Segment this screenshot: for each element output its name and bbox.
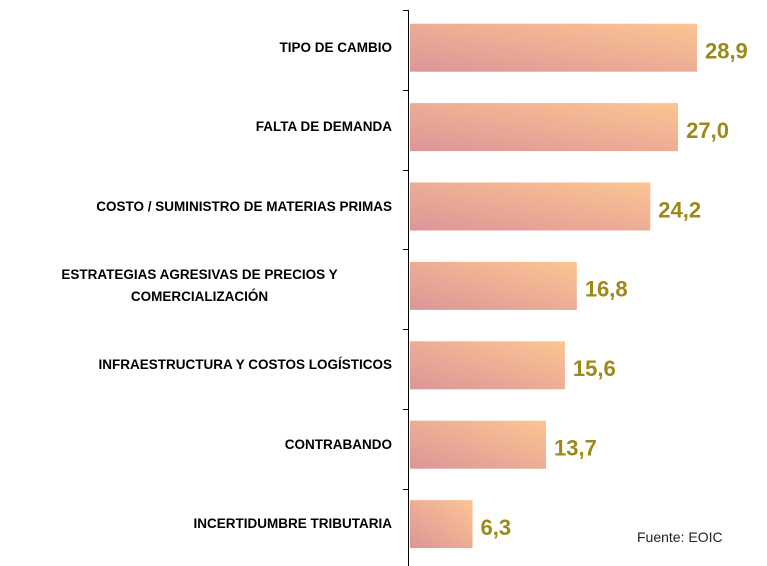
bar: [410, 261, 577, 310]
category-label: TIPO DE CAMBIO: [279, 39, 392, 55]
category-label: FALTA DE DEMANDA: [255, 119, 392, 135]
value-label: 6,3: [481, 515, 512, 540]
category-label-box: FALTA DE DEMANDA: [256, 97, 392, 157]
category-label: INFRAESTRUCTURA Y COSTOS LOGÍSTICOS: [98, 357, 392, 373]
category-label-box: ESTRATEGIAS AGRESIVAS DE PRECIOS Y COMER…: [7, 256, 392, 316]
category-label: CONTRABANDO: [284, 436, 392, 452]
value-label: 15,6: [573, 356, 616, 381]
category-label: COSTO / SUMINISTRO DE MATERIAS PRIMAS: [96, 198, 392, 214]
category-label: ESTRATEGIAS AGRESIVAS DE PRECIOS Y COMER…: [61, 266, 338, 304]
bar: [410, 103, 679, 152]
bar: [410, 23, 697, 72]
source: Fuente: EOIC: [637, 529, 723, 545]
bar: [410, 182, 651, 231]
category-label-box: INFRAESTRUCTURA Y COSTOS LOGÍSTICOS: [98, 335, 392, 395]
category-label-box: COSTO / SUMINISTRO DE MATERIAS PRIMAS: [96, 177, 392, 237]
value-label: 13,7: [554, 436, 597, 461]
bar: [410, 341, 565, 390]
bar: [410, 420, 547, 469]
value-label: 27,0: [686, 118, 729, 143]
value-label: 24,2: [658, 197, 701, 222]
axis: [403, 10, 409, 566]
bar: [410, 500, 473, 549]
value-label: 28,9: [705, 39, 748, 64]
category-label-box: TIPO DE CAMBIO: [279, 18, 392, 78]
category-label-box: CONTRABANDO: [285, 415, 392, 475]
category-label-box: INCERTIDUMBRE TRIBUTARIA: [194, 494, 393, 554]
category-label: INCERTIDUMBRE TRIBUTARIA: [193, 516, 393, 532]
value-label: 16,8: [585, 277, 628, 302]
